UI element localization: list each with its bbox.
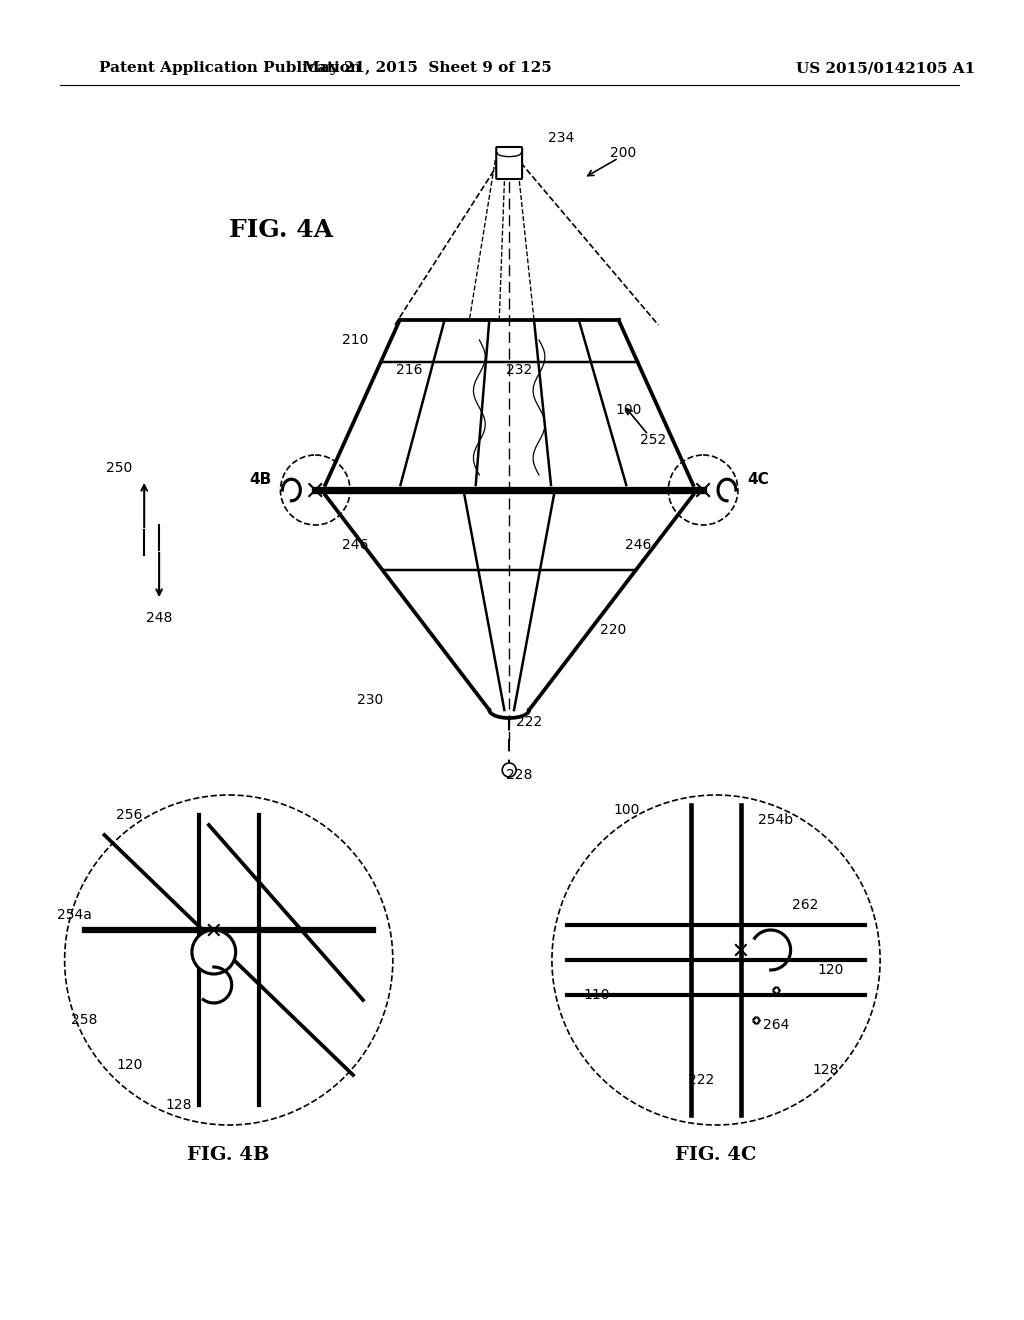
Text: 246: 246 — [342, 539, 369, 552]
Text: 248: 248 — [146, 611, 172, 624]
Text: 4C: 4C — [746, 473, 769, 487]
Text: 110: 110 — [584, 987, 610, 1002]
Text: FIG. 4B: FIG. 4B — [187, 1146, 270, 1164]
Text: 230: 230 — [356, 693, 383, 708]
Circle shape — [191, 931, 236, 974]
FancyBboxPatch shape — [497, 147, 522, 180]
Text: US 2015/0142105 A1: US 2015/0142105 A1 — [796, 61, 975, 75]
Text: 216: 216 — [396, 363, 423, 378]
Text: FIG. 4C: FIG. 4C — [675, 1146, 757, 1164]
Text: 252: 252 — [640, 433, 667, 447]
Circle shape — [65, 795, 393, 1125]
Text: 232: 232 — [506, 363, 532, 378]
Text: 246: 246 — [626, 539, 651, 552]
Circle shape — [552, 795, 880, 1125]
Text: May 21, 2015  Sheet 9 of 125: May 21, 2015 Sheet 9 of 125 — [303, 61, 552, 75]
Text: 128: 128 — [812, 1063, 839, 1077]
Circle shape — [502, 763, 516, 777]
Text: 100: 100 — [615, 403, 642, 417]
Text: 262: 262 — [793, 898, 819, 912]
Text: 264: 264 — [763, 1018, 788, 1032]
Text: 250: 250 — [106, 461, 132, 475]
Text: 222: 222 — [516, 715, 542, 729]
Text: 228: 228 — [506, 768, 532, 781]
Text: 256: 256 — [116, 808, 142, 822]
Text: 254a: 254a — [57, 908, 92, 921]
Text: 254b: 254b — [758, 813, 794, 828]
Text: 210: 210 — [342, 333, 369, 347]
Text: 200: 200 — [610, 147, 637, 160]
Text: 220: 220 — [600, 623, 627, 638]
Text: 4B: 4B — [250, 473, 271, 487]
Text: 128: 128 — [166, 1098, 193, 1111]
Text: 100: 100 — [613, 803, 640, 817]
Text: Patent Application Publication: Patent Application Publication — [99, 61, 361, 75]
Text: 258: 258 — [72, 1012, 97, 1027]
Text: FIG. 4A: FIG. 4A — [228, 218, 333, 242]
Text: 120: 120 — [817, 964, 844, 977]
Text: 222: 222 — [688, 1073, 714, 1086]
Text: 120: 120 — [116, 1059, 142, 1072]
Text: 234: 234 — [548, 131, 574, 145]
